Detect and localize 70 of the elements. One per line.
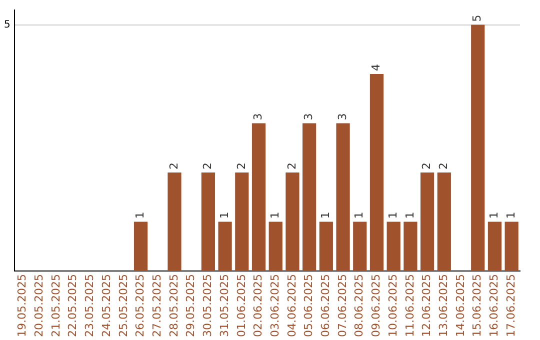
- x-tick-label: 01.06.2025: [234, 274, 248, 338]
- x-tick-label: 23.05.2025: [83, 274, 96, 338]
- bar: [471, 24, 485, 272]
- data-label: 1: [488, 212, 501, 219]
- bar: [134, 222, 148, 272]
- data-label: 3: [252, 113, 265, 120]
- bar: [286, 172, 300, 272]
- x-tick-label: 13.06.2025: [437, 274, 450, 338]
- x-tick-label: 08.06.2025: [352, 274, 366, 338]
- x-tick-label: 25.05.2025: [116, 274, 130, 338]
- x-tick-label: 17.06.2025: [504, 274, 518, 338]
- x-tick-label: 28.05.2025: [167, 274, 180, 338]
- x-tick-label: 31.05.2025: [218, 274, 231, 338]
- bar: [168, 172, 182, 272]
- data-label: 1: [386, 212, 400, 219]
- x-tick-label: 16.06.2025: [488, 274, 501, 338]
- data-label: 2: [234, 162, 248, 170]
- data-label: 3: [302, 113, 316, 120]
- data-label: 2: [167, 162, 180, 170]
- x-tick-label: 20.05.2025: [32, 274, 46, 338]
- x-tick-label: 12.06.2025: [420, 274, 434, 338]
- x-tick-label: 07.06.2025: [336, 274, 349, 338]
- bar: [370, 74, 384, 272]
- bar: [488, 222, 502, 272]
- data-label: 1: [218, 212, 231, 219]
- bar: [420, 172, 434, 272]
- data-label: 1: [403, 212, 416, 219]
- x-tick-label: 03.06.2025: [268, 274, 282, 338]
- x-tick-label: 04.06.2025: [285, 274, 298, 338]
- bar: [404, 222, 418, 272]
- x-tick-label: 11.06.2025: [403, 274, 416, 338]
- x-tick-label: 26.05.2025: [134, 274, 147, 338]
- data-label: 1: [268, 212, 282, 219]
- data-label: 4: [370, 64, 383, 72]
- bar: [302, 123, 316, 272]
- x-tick-label: 06.06.2025: [319, 274, 332, 338]
- x-tick-label: 15.06.2025: [470, 274, 484, 338]
- bar: [268, 222, 282, 272]
- data-label: 1: [352, 212, 366, 219]
- bar: [437, 172, 451, 272]
- bar: [353, 222, 367, 272]
- data-label: 2: [201, 162, 214, 170]
- x-tick-label: 10.06.2025: [386, 274, 400, 338]
- bar: [201, 172, 215, 272]
- bar: [504, 222, 518, 272]
- x-tick-label: 21.05.2025: [49, 274, 62, 338]
- data-label: 2: [437, 162, 450, 170]
- x-tick-label: 30.05.2025: [201, 274, 214, 338]
- x-tick-label: 19.05.2025: [16, 274, 29, 338]
- x-tick-label: 14.06.2025: [454, 274, 467, 338]
- x-tick-label: 22.05.2025: [66, 274, 80, 338]
- bar: [336, 123, 350, 272]
- data-label: 2: [420, 162, 434, 170]
- data-label: 1: [504, 212, 518, 219]
- x-tick-label: 24.05.2025: [100, 274, 113, 338]
- data-label: 1: [134, 212, 147, 219]
- x-tick-label: 29.05.2025: [184, 274, 198, 338]
- bar: [252, 123, 266, 272]
- data-label: 1: [319, 212, 332, 219]
- data-label: 2: [285, 162, 298, 170]
- x-tick-label: 02.06.2025: [252, 274, 265, 338]
- x-tick-label: 09.06.2025: [370, 274, 383, 338]
- x-tick-label: 05.06.2025: [302, 274, 316, 338]
- bar: [218, 222, 232, 272]
- x-tick-label: 27.05.2025: [150, 274, 164, 338]
- bar: [319, 222, 333, 272]
- data-label: 5: [470, 14, 484, 22]
- bar: [386, 222, 400, 272]
- bar: [235, 172, 249, 272]
- data-label: 3: [336, 113, 349, 120]
